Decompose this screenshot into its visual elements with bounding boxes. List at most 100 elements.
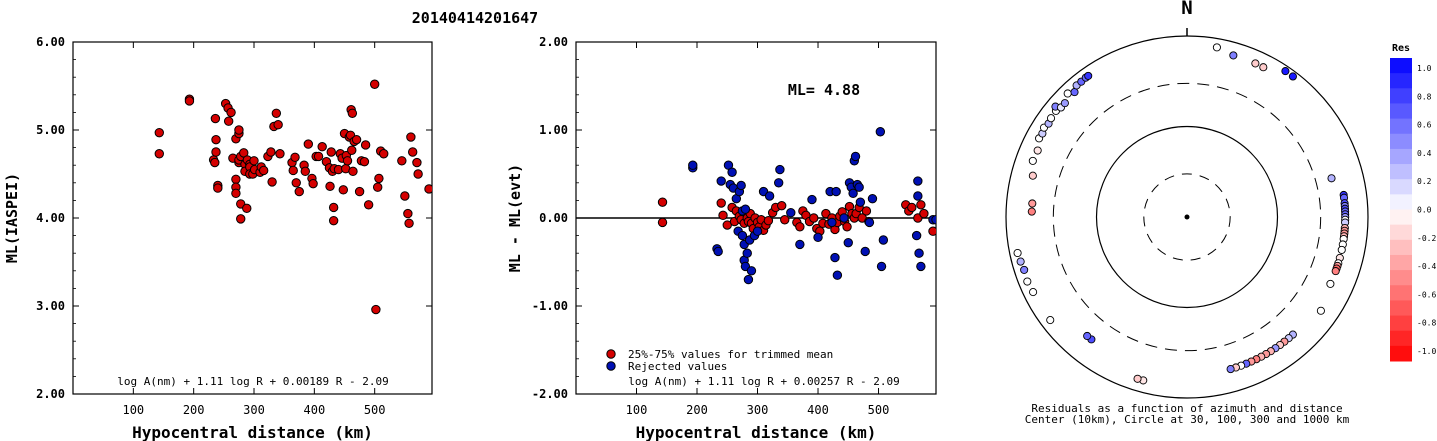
data-point [860,246,870,257]
residual-point [1251,59,1260,68]
azimuth-residual-polar-panel: N Residuals as a function of azimuth and … [1005,0,1436,426]
x-axis-label: Hypocentral distance (km) [636,423,877,441]
data-point [308,178,318,189]
data-point [839,213,849,223]
colorbar-segment [1390,345,1412,362]
data-point [832,270,843,280]
residual-point [1028,199,1037,208]
residual-point [1259,63,1268,72]
data-point [743,274,754,285]
colorbar-segment [1390,209,1412,226]
data-point [855,197,866,207]
residual-point [1023,277,1032,286]
residual-point [1028,156,1037,165]
data-point [213,183,223,193]
formula-text: log A(nm) + 1.11 log R + 0.00189 R - 2.0… [117,375,389,388]
colorbar-tick-label: 0.4 [1417,149,1432,158]
colorbar-segment [1390,73,1412,89]
data-point [736,180,746,191]
residual-point [1046,316,1055,325]
data-point [876,261,887,272]
colorbar-tick-label: 0.2 [1417,177,1432,186]
x-tick-label: 200 [183,403,205,417]
y-tick-label: -2.00 [532,387,568,401]
residual-point [1212,43,1221,52]
data-point [210,113,221,124]
data-point [713,246,723,257]
data-point [746,266,757,276]
legend-label: Rejected values [628,360,727,373]
colorbar-segment [1390,148,1412,165]
residual-point [1013,248,1022,258]
ring-100km [1095,125,1279,309]
data-point [764,191,775,201]
data-point [727,167,737,177]
data-point [211,147,221,157]
data-point [372,182,383,192]
residual-point [1060,99,1069,108]
data-point [843,237,853,248]
data-point [842,222,852,232]
data-point [211,134,221,145]
data-point [347,145,357,155]
data-point [864,217,875,228]
legend-marker [606,349,616,359]
north-label: N [1181,0,1192,19]
data-point [795,222,805,232]
colorbar-segment [1390,285,1412,301]
data-point [916,261,926,272]
data-point [236,214,246,224]
y-tick-label: 0.00 [539,211,568,225]
residual-point [1046,114,1056,123]
data-point [184,96,195,106]
data-point [913,191,923,201]
data-point [737,230,748,241]
data-point [397,156,407,166]
y-tick-label: 2.00 [36,387,65,401]
data-point [294,186,304,197]
residual-point [1033,146,1042,155]
y-tick-label: 5.00 [36,123,65,137]
residual-point [1029,288,1038,297]
y-tick-label: 6.00 [36,35,65,49]
data-point [850,151,861,162]
data-point [914,248,924,258]
colorbar-tick-label: 1.0 [1417,64,1432,73]
data-point [154,127,164,138]
data-point [266,147,276,157]
x-tick-label: 500 [364,403,386,417]
data-point [777,200,787,211]
data-point [752,226,763,236]
data-point [740,204,751,214]
residual-point [1316,306,1325,315]
residual-point [1027,207,1036,216]
data-point [226,107,236,118]
data-point [400,191,410,201]
colorbar-tick-label: -0.4 [1417,262,1436,271]
residual-point [1016,257,1025,266]
residual-point [1133,374,1142,383]
data-point [875,127,886,137]
data-point [234,125,244,135]
data-point [813,232,823,243]
data-point [258,165,269,176]
y-tick-label: 1.00 [539,123,568,137]
data-point [406,132,416,142]
plot-frame [72,41,433,395]
y-axis-label: ML(IASPEI) [3,173,21,263]
x-tick-label: 300 [243,403,265,417]
data-point [831,186,841,197]
data-point [854,182,864,192]
data-point [830,252,840,263]
residual-point [1226,365,1235,374]
colorbar-title: Res [1392,43,1410,54]
data-point [369,79,380,89]
y-tick-label: -1.00 [532,299,568,313]
data-point [354,186,365,197]
x-tick-label: 400 [807,403,829,417]
data-point [913,176,923,186]
figure-title: 20140414201647 [412,9,538,27]
residual-point [1063,89,1072,98]
colorbar-segment [1390,330,1412,347]
